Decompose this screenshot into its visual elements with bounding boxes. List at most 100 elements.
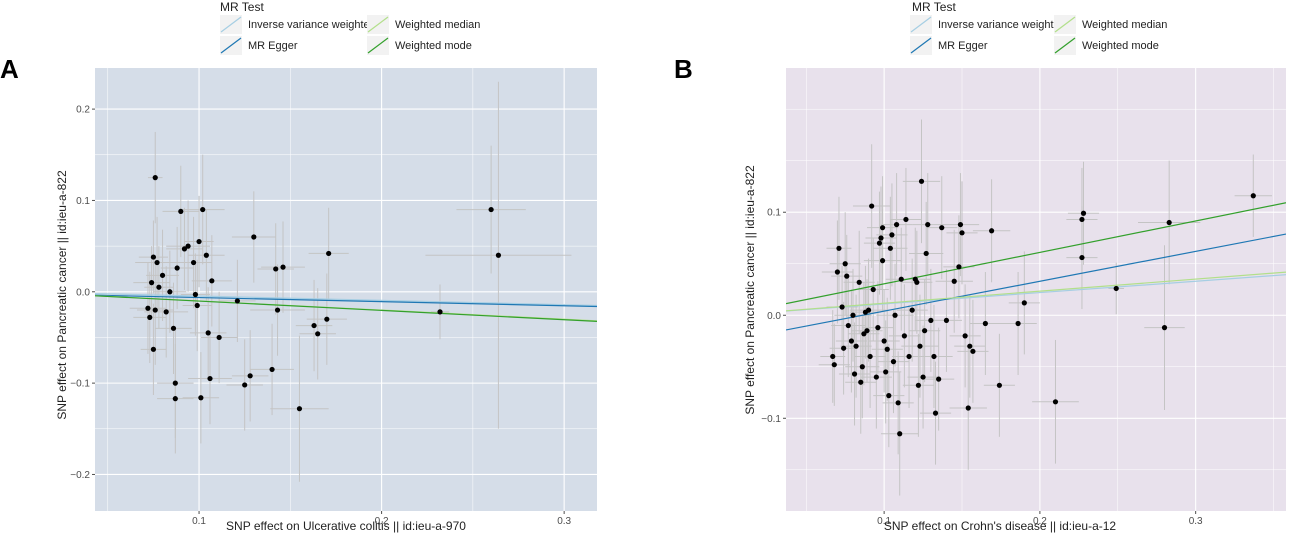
snp-point	[315, 331, 321, 337]
snp-point	[831, 362, 837, 368]
snp-point	[203, 252, 209, 258]
snp-point	[845, 322, 851, 329]
regression-line-egger	[95, 294, 597, 308]
snp-point	[172, 396, 178, 402]
snp-point	[205, 330, 211, 336]
panel-a-legend-label-mode: Weighted mode	[395, 40, 472, 52]
snp-point	[884, 346, 890, 352]
snp-point	[148, 280, 155, 286]
snp-point	[897, 431, 903, 437]
snp-point	[174, 265, 180, 271]
snp-point	[915, 382, 921, 388]
panel-a-legend-key-median	[367, 15, 389, 34]
regression-line-egger	[786, 233, 1286, 331]
snp-point	[324, 316, 330, 322]
panel-b: B MR Test Inverse variance weighted MR E…	[674, 0, 1286, 533]
snp-point	[154, 259, 160, 266]
x-tick-label: 0.3	[1189, 516, 1203, 527]
snp-point	[147, 314, 153, 320]
snp-point	[865, 307, 872, 313]
snp-point	[1052, 399, 1059, 405]
regression-line-ivw	[95, 293, 597, 307]
panel-b-legend-swatch-ivw	[910, 16, 932, 33]
snp-point	[914, 279, 920, 285]
snp-point	[859, 364, 865, 370]
panel-b-letter: B	[674, 54, 693, 84]
snp-point	[269, 366, 275, 373]
panel-b-legend-label-mode: Weighted mode	[1082, 40, 1159, 52]
snp-point	[274, 307, 281, 313]
snp-point	[928, 317, 934, 324]
snp-point	[207, 375, 213, 382]
snp-point	[1079, 216, 1085, 223]
panel-a-legend: MR Test Inverse variance weighted MR Egg…	[220, 0, 480, 55]
snp-point	[150, 346, 157, 352]
snp-point	[1250, 193, 1256, 199]
snp-point	[951, 278, 957, 284]
snp-point	[1080, 210, 1087, 216]
snp-point	[1079, 254, 1085, 261]
panel-a-legend-label-ivw: Inverse variance weighted	[248, 19, 376, 31]
snp-point	[890, 359, 897, 365]
snp-point	[883, 369, 889, 375]
snp-point	[836, 245, 842, 251]
snp-point	[887, 245, 893, 251]
snp-point	[1113, 285, 1119, 292]
snp-point	[178, 208, 184, 215]
snp-point	[159, 272, 166, 278]
snp-point	[903, 216, 909, 223]
panel-b-legend-swatch-mode	[1054, 37, 1076, 54]
snp-point	[989, 228, 995, 234]
panel-a-letter: A	[0, 54, 19, 84]
snp-point	[858, 379, 864, 385]
snp-point	[878, 235, 884, 241]
panel-a-legend-label-median: Weighted median	[395, 19, 480, 31]
snp-point	[488, 206, 494, 213]
panel-a: A MR Test Inverse variance weighted MR E…	[0, 0, 597, 533]
snp-point	[943, 317, 950, 324]
panel-b-legend-key-mode	[1054, 36, 1076, 55]
panel-a-axes: 0.1 0.2 0.3 −0.2 −0.1 0.0 0.1 0.2	[70, 105, 571, 527]
snp-point	[901, 333, 907, 339]
panel-a-legend-swatch-ivw	[220, 16, 242, 33]
x-tick-label: 0.1	[192, 516, 206, 527]
panel-a-y-axis-title: SNP effect on Pancreatic cancer || id:ie…	[55, 170, 69, 420]
snp-point	[922, 328, 928, 334]
panel-b-legend-swatch-median	[1054, 16, 1076, 33]
snp-point	[152, 307, 158, 313]
snp-point	[996, 382, 1002, 388]
snp-point	[841, 345, 847, 351]
snp-point	[889, 232, 895, 238]
panel-b-x-axis-title: SNP effect on Crohn's disease || id:ieu-…	[884, 519, 1117, 533]
snp-point	[145, 305, 151, 311]
snp-point	[920, 374, 926, 380]
snp-point	[895, 400, 901, 406]
regression-line-median	[786, 271, 1286, 312]
panel-a-legend-key-mode	[367, 36, 389, 55]
snp-point	[875, 325, 881, 331]
snp-point	[909, 307, 915, 313]
x-tick-label: 0.2	[1033, 516, 1047, 527]
panel-a-points	[145, 175, 502, 412]
snp-point	[931, 353, 937, 360]
panel-a-legend-swatch-median	[367, 16, 389, 33]
y-tick-label: 0.2	[76, 105, 90, 116]
snp-point	[194, 302, 200, 309]
snp-point	[918, 178, 925, 184]
regression-line-mode	[95, 295, 597, 323]
x-tick-label: 0.1	[877, 516, 891, 527]
y-tick-label: 0.1	[76, 196, 90, 207]
snp-point	[851, 371, 858, 377]
snp-point	[844, 273, 850, 279]
snp-point	[881, 338, 887, 344]
panel-b-axes: 0.1 0.2 0.3 −0.1 0.0 0.1	[761, 208, 1203, 527]
snp-point	[873, 374, 879, 380]
snp-point	[326, 250, 332, 257]
snp-point	[190, 259, 197, 266]
regression-line-ivw	[786, 274, 1286, 312]
snp-point	[185, 243, 191, 249]
panel-b-y-axis-title: SNP effect on Pancreatic cancer || id:ie…	[743, 165, 757, 415]
panel-b-points	[830, 178, 1256, 437]
y-tick-label: 0.0	[76, 287, 90, 298]
snp-point	[956, 264, 962, 270]
